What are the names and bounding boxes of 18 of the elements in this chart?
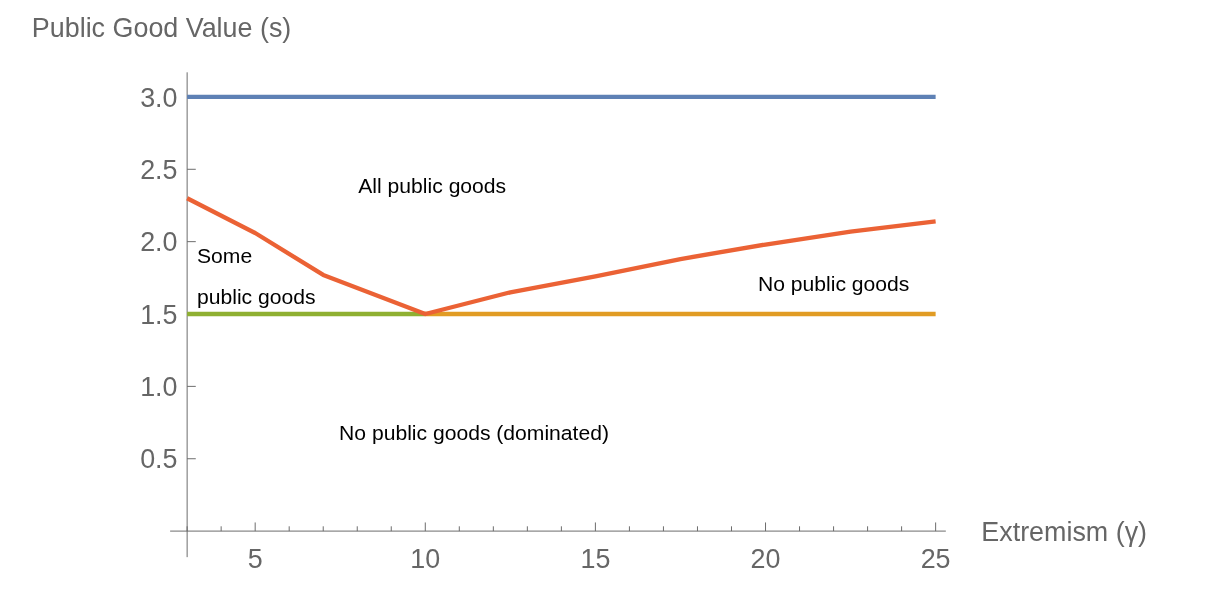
- y-tick-label: 0.5: [140, 444, 178, 475]
- x-tick-label: 15: [580, 543, 611, 574]
- x-tick-label: 25: [920, 543, 951, 574]
- y-tick-label: 2.0: [140, 227, 178, 258]
- annotation: Some public goods: [197, 244, 316, 308]
- x-axis-title: Extremism (γ): [981, 516, 1148, 547]
- y-axis-title: Public Good Value (s): [31, 12, 292, 43]
- y-tick-label: 1.0: [140, 371, 178, 402]
- annotation: No public goods: [757, 272, 910, 296]
- annotation: No public goods (dominated): [339, 421, 609, 445]
- y-tick-label: 1.5: [140, 299, 178, 330]
- line-series: [184, 196, 938, 317]
- annotation: All public goods: [358, 174, 507, 198]
- x-tick-label: 10: [410, 543, 441, 574]
- x-tick-label: 5: [247, 543, 263, 574]
- y-tick-label: 2.5: [140, 154, 178, 185]
- x-tick-label: 20: [750, 543, 781, 574]
- y-tick-label: 3.0: [140, 82, 178, 113]
